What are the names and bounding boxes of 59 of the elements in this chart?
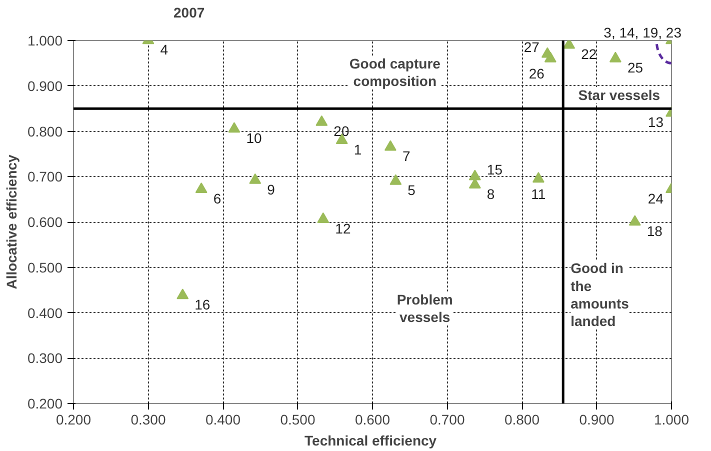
y-tick-label: 0.600 bbox=[27, 214, 63, 230]
annotation: 9 bbox=[267, 181, 276, 198]
chart-title: 2007 bbox=[174, 4, 205, 20]
point bbox=[317, 212, 330, 223]
point bbox=[468, 170, 481, 180]
x-tick-label: 0.800 bbox=[504, 412, 540, 428]
y-tick-label: 0.900 bbox=[27, 78, 63, 94]
annotation: 8 bbox=[486, 186, 495, 202]
y-tick-label: 0.800 bbox=[27, 123, 63, 140]
y-tick-label: 0.500 bbox=[27, 259, 63, 276]
y-tick-label: 0.300 bbox=[27, 350, 63, 366]
x-tick-label: 1.000 bbox=[654, 412, 690, 428]
x-tick-label: 0.200 bbox=[56, 412, 92, 428]
annotation: 1 bbox=[354, 141, 362, 158]
annotation: Good capture composition bbox=[349, 55, 441, 90]
annotation: 10 bbox=[246, 130, 262, 146]
annotation: 26 bbox=[528, 66, 545, 82]
annotation: Star vessels bbox=[578, 86, 660, 103]
annotation: 25 bbox=[627, 60, 644, 76]
x-axis-title: Technical efficiency bbox=[304, 432, 437, 448]
point bbox=[384, 140, 396, 151]
y-axis-title: Allocative efficiency bbox=[3, 154, 20, 290]
annotation: 16 bbox=[194, 296, 210, 313]
annotation: 5 bbox=[408, 182, 416, 198]
annotation: 3, 14, 19, 23 bbox=[604, 24, 682, 40]
point bbox=[532, 172, 544, 183]
point bbox=[249, 173, 262, 184]
annotation: 4 bbox=[160, 42, 168, 58]
y-tick-label: 1.000 bbox=[27, 32, 63, 48]
point bbox=[390, 174, 402, 185]
point bbox=[228, 122, 240, 133]
annotation: 24 bbox=[648, 190, 664, 206]
x-tick-label: 0.600 bbox=[354, 412, 390, 428]
x-tick-label: 0.900 bbox=[579, 412, 614, 428]
annotation: 7 bbox=[402, 148, 410, 164]
annotation: Good in the amounts landed bbox=[570, 260, 630, 329]
annotation: 11 bbox=[531, 186, 546, 202]
annotation: Problem vessels bbox=[396, 291, 453, 326]
point bbox=[609, 52, 622, 62]
point bbox=[628, 215, 641, 226]
annotation: 13 bbox=[648, 114, 664, 130]
y-tick-label: 0.200 bbox=[27, 396, 63, 412]
y-tick-label: 0.700 bbox=[27, 168, 63, 185]
x-tick-label: 0.400 bbox=[205, 412, 241, 428]
point bbox=[544, 52, 556, 62]
annotation: 22 bbox=[581, 46, 597, 62]
annotation: 12 bbox=[335, 220, 351, 236]
point bbox=[195, 182, 208, 194]
point bbox=[316, 115, 328, 126]
x-tick-label: 0.700 bbox=[430, 412, 465, 428]
x-tick-label: 0.300 bbox=[130, 412, 166, 428]
annotation: 18 bbox=[646, 223, 663, 239]
x-tick-label: 0.500 bbox=[280, 412, 316, 428]
annotation: 27 bbox=[524, 39, 540, 56]
annotation: 20 bbox=[334, 123, 350, 140]
annotation: 15 bbox=[486, 162, 503, 178]
point bbox=[176, 288, 189, 300]
annotation: 6 bbox=[213, 190, 222, 206]
y-tick-label: 0.400 bbox=[27, 304, 63, 321]
